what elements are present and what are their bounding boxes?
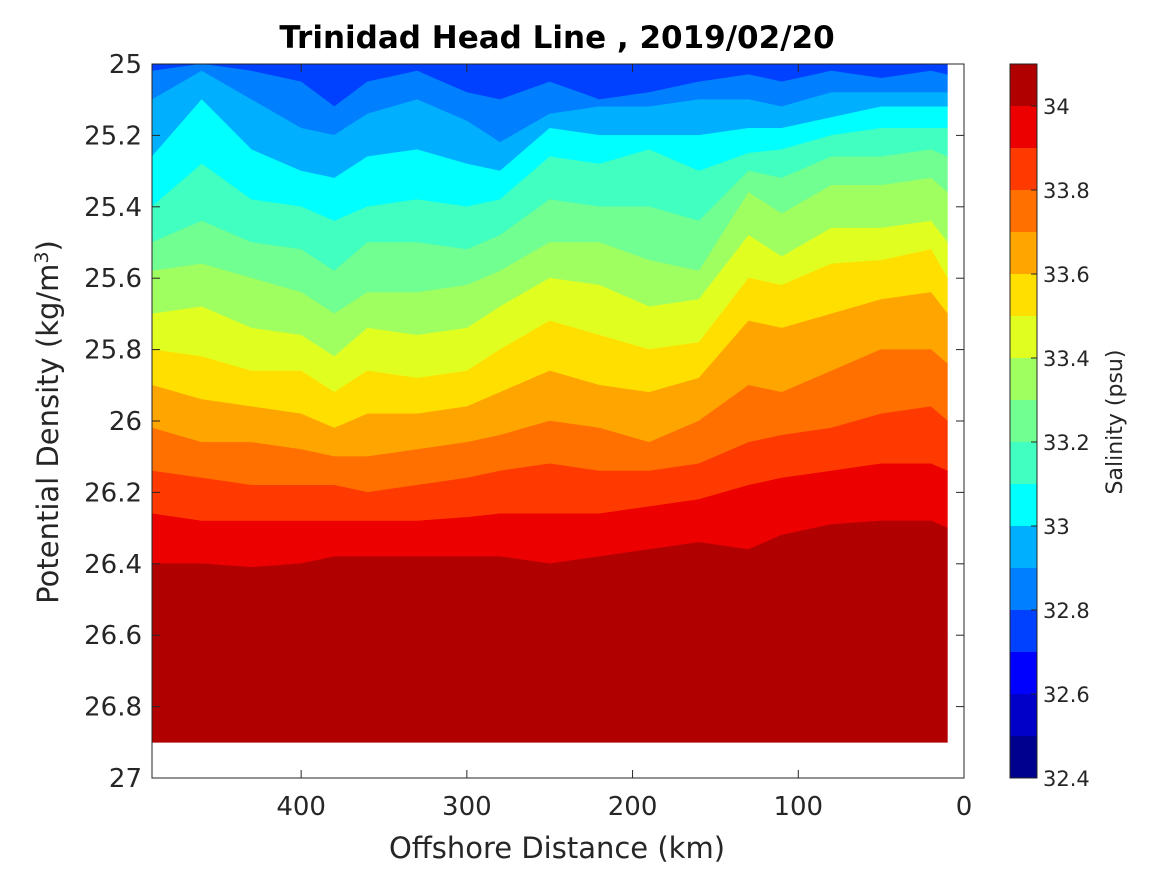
colorbar-tick-label: 32.6 — [1043, 683, 1090, 707]
colorbar-swatch — [1010, 568, 1037, 610]
y-tick-label: 25.4 — [84, 193, 142, 223]
colorbar-tick-label: 32.4 — [1043, 767, 1090, 791]
y-tick-label: 25.2 — [84, 121, 142, 151]
x-tick-label: 300 — [442, 792, 492, 822]
plot-area — [151, 63, 964, 778]
y-tick-label: 26.4 — [84, 550, 142, 580]
x-tick-label: 100 — [773, 792, 823, 822]
x-tick-label: 400 — [276, 792, 326, 822]
colorbar-swatch — [1010, 526, 1037, 568]
colorbar-swatch — [1010, 736, 1037, 778]
colorbar-swatch — [1010, 442, 1037, 484]
colorbar-tick-label: 33.8 — [1043, 179, 1090, 203]
y-tick-label: 26.2 — [84, 478, 142, 508]
colorbar-swatch — [1010, 400, 1037, 442]
colorbar-swatch — [1010, 316, 1037, 358]
colorbar-swatch — [1010, 610, 1037, 652]
y-tick-label: 25 — [109, 50, 142, 80]
colorbar-tick-label: 32.8 — [1043, 599, 1090, 623]
colorbar-swatch — [1010, 106, 1037, 148]
colorbar: 32.4 32.6 32.8 33 33.2 33.4 33.6 33.8 34 — [1009, 63, 1090, 791]
y-axis-label: Potential Density (kg/m3) — [31, 240, 65, 604]
contour-band — [151, 599, 948, 743]
axes: 400 300 200 100 0 25 25.2 25.4 25.6 25.8 26 26.2 26.… — [84, 50, 972, 822]
colorbar-swatch — [1010, 694, 1037, 736]
colorbar-swatch — [1010, 232, 1037, 274]
colorbar-tick-label: 34 — [1043, 95, 1070, 119]
colorbar-swatch — [1010, 64, 1037, 106]
colorbar-tick-label: 33.4 — [1043, 347, 1090, 371]
colorbar-tick-label: 33.6 — [1043, 263, 1090, 287]
chart-title: Trinidad Head Line , 2019/02/20 — [279, 20, 834, 56]
colorbar-tick-label: 33.2 — [1043, 431, 1090, 455]
y-tick-label: 25.6 — [84, 264, 142, 294]
colorbar-swatch — [1010, 190, 1037, 232]
colorbar-tick-label: 33 — [1043, 515, 1070, 539]
colorbar-label: Salinity (psu) — [1103, 350, 1128, 495]
y-tick-label: 27 — [109, 764, 142, 794]
y-tick-label: 26.6 — [84, 621, 142, 651]
colorbar-swatch — [1010, 148, 1037, 190]
colorbar-frame — [1009, 63, 1038, 779]
y-axis-label-superscript: 3 — [31, 251, 53, 263]
x-tick-label: 0 — [956, 792, 973, 822]
y-tick-label: 25.8 — [84, 336, 142, 366]
x-tick-label: 200 — [608, 792, 658, 822]
colorbar-swatch — [1010, 652, 1037, 694]
y-axis-label-tail: ) — [31, 240, 65, 251]
colorbar-swatch — [1010, 274, 1037, 316]
y-tick-label: 26 — [109, 407, 142, 437]
x-axis-label: Offshore Distance (km) — [389, 831, 725, 865]
y-axis-label-main: Potential Density (kg/m — [31, 264, 65, 604]
colorbar-swatch — [1010, 484, 1037, 526]
colorbar-swatch — [1010, 358, 1037, 400]
y-tick-label: 26.8 — [84, 693, 142, 723]
